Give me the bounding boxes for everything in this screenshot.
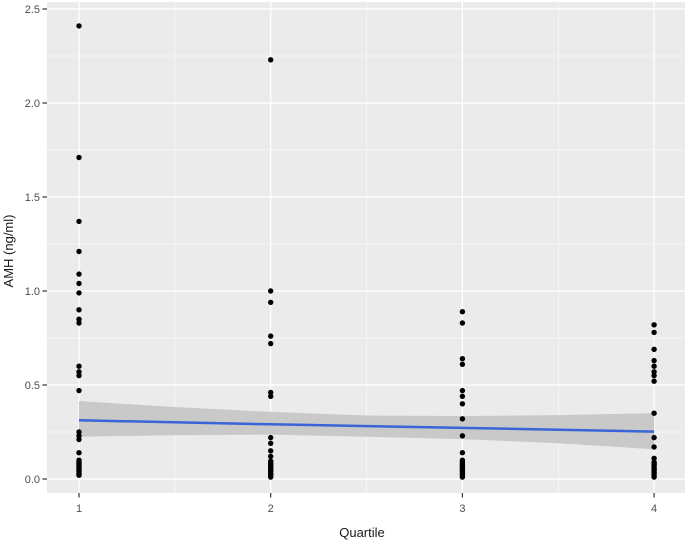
data-point — [76, 472, 82, 478]
data-point — [459, 361, 466, 367]
chart-layer: 0.0 0.5 1.0 1.5 2.0 2.5 1 2 3 4 — [25, 2, 685, 515]
y-tick-label: 2.5 — [25, 4, 40, 16]
data-point — [651, 369, 657, 375]
data-point — [76, 369, 82, 375]
data-point — [651, 322, 657, 328]
data-point — [76, 320, 82, 326]
data-point — [76, 248, 82, 255]
data-point — [459, 433, 466, 439]
y-tick-label: 0.0 — [25, 474, 40, 486]
data-point — [459, 356, 466, 362]
data-point — [268, 453, 274, 460]
y-tick-label: 0.5 — [25, 380, 40, 392]
data-point — [651, 363, 657, 369]
data-point — [76, 307, 82, 313]
data-point — [459, 320, 466, 326]
data-point — [459, 393, 466, 399]
regression-line — [78, 419, 655, 433]
data-point — [459, 416, 466, 422]
data-point — [268, 333, 274, 339]
data-point — [268, 440, 274, 446]
data-point — [76, 387, 82, 394]
x-tick-label: 3 — [459, 503, 465, 515]
data-point — [651, 455, 657, 461]
data-point — [459, 474, 466, 480]
data-point — [268, 288, 274, 294]
data-point — [268, 389, 274, 396]
data-point — [76, 450, 82, 456]
data-point — [76, 363, 82, 369]
data-point — [651, 434, 657, 441]
data-point — [76, 218, 82, 225]
data-point — [76, 429, 82, 435]
y-tick-label: 1.5 — [25, 192, 40, 204]
x-tick-label: 2 — [268, 503, 274, 515]
data-point — [268, 448, 274, 454]
data-point — [76, 372, 82, 379]
data-point — [76, 154, 82, 161]
data-point — [459, 309, 466, 315]
data-point — [268, 434, 274, 441]
data-point — [651, 444, 657, 450]
data-point — [651, 357, 657, 364]
data-point — [651, 474, 657, 480]
data-point — [651, 378, 657, 384]
data-point — [459, 401, 466, 407]
data-point — [76, 433, 82, 439]
data-point — [459, 387, 466, 394]
data-point — [268, 474, 274, 480]
x-tick-label: 4 — [651, 503, 657, 515]
data-point — [268, 393, 274, 399]
y-tick-label: 1.0 — [25, 286, 40, 298]
data-point — [268, 299, 274, 305]
data-point — [76, 436, 82, 443]
data-point — [76, 271, 82, 277]
data-point — [268, 57, 274, 63]
data-point — [268, 340, 274, 347]
x-tick-label: 1 — [76, 503, 82, 515]
data-point — [76, 23, 82, 29]
data-point — [76, 290, 82, 296]
data-point — [459, 450, 466, 456]
data-point — [651, 372, 657, 379]
data-point — [76, 316, 82, 322]
y-axis-title: AMH (ng/ml) — [1, 215, 16, 288]
x-axis-title: Quartile — [339, 525, 385, 540]
y-tick-label: 2.0 — [25, 98, 40, 110]
data-point — [76, 280, 82, 287]
data-point — [651, 410, 657, 416]
data-point — [651, 346, 657, 352]
data-point — [651, 329, 657, 336]
